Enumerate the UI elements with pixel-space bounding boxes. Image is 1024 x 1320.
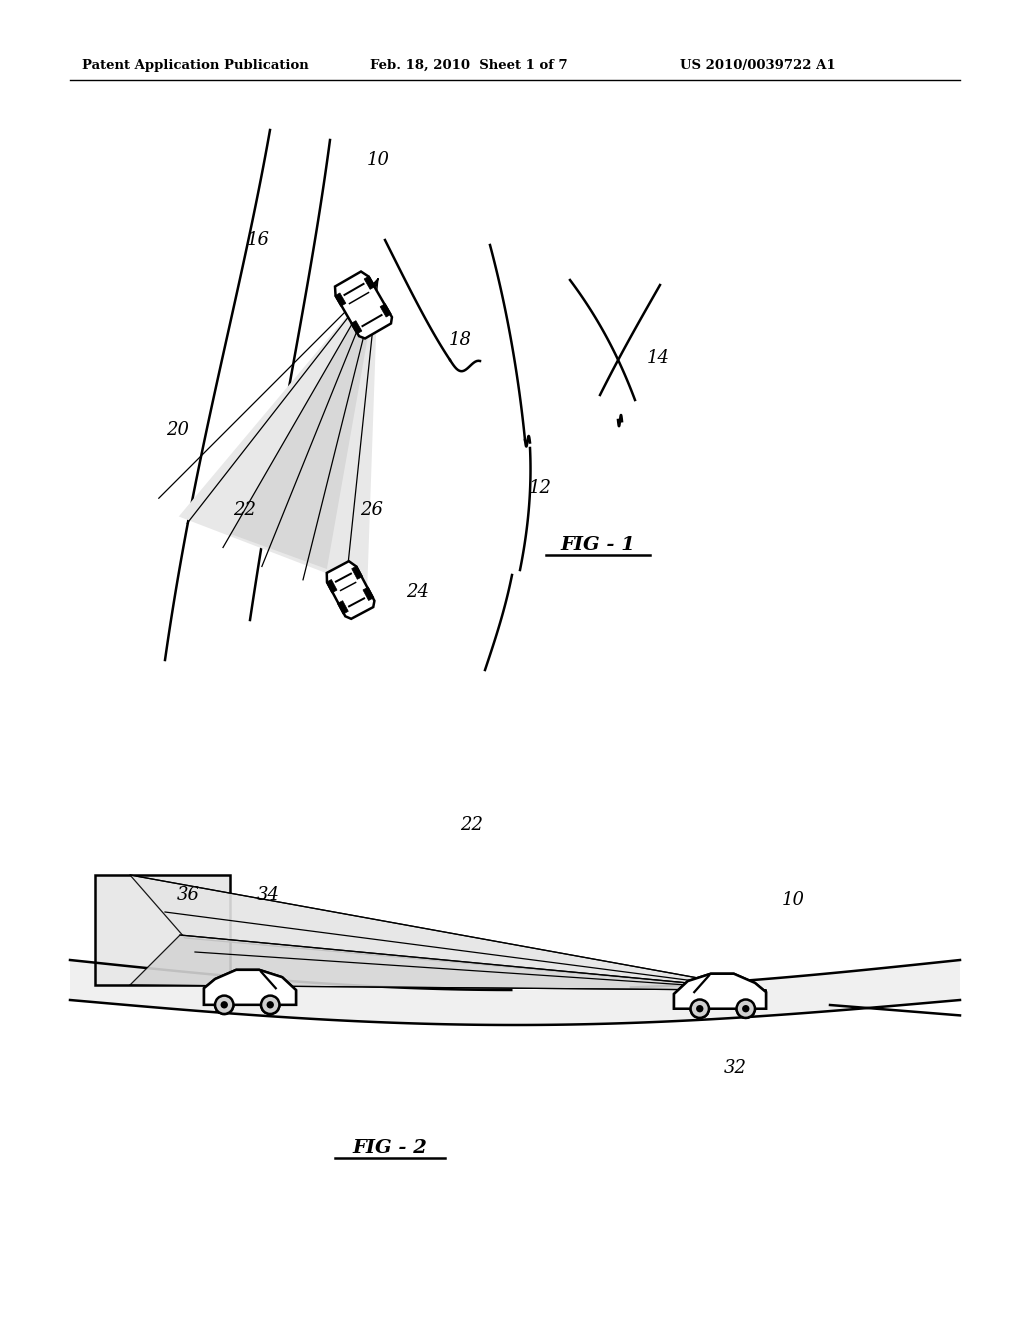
Text: 32: 32 [724,1059,746,1077]
Polygon shape [326,579,337,593]
Polygon shape [204,970,296,1005]
Text: 18: 18 [449,331,471,348]
Circle shape [736,999,755,1018]
Polygon shape [674,974,766,1008]
Circle shape [736,999,755,1018]
Text: FIG - 2: FIG - 2 [352,1139,427,1158]
Text: 26: 26 [360,502,384,519]
Circle shape [742,1005,750,1012]
Text: 22: 22 [233,502,256,519]
Circle shape [261,995,280,1014]
Text: 34: 34 [256,886,280,904]
Polygon shape [362,587,374,601]
Text: 10: 10 [781,891,805,909]
Circle shape [690,999,709,1018]
Text: 14: 14 [646,348,670,367]
Polygon shape [350,321,361,334]
Circle shape [266,1001,274,1008]
Polygon shape [365,276,376,289]
Circle shape [266,1001,274,1008]
Circle shape [261,995,280,1014]
Text: US 2010/0039722 A1: US 2010/0039722 A1 [680,58,836,71]
Text: 22: 22 [461,816,483,834]
Polygon shape [95,875,230,985]
Circle shape [215,995,233,1014]
Polygon shape [335,272,392,338]
Polygon shape [130,875,766,990]
Polygon shape [230,279,378,569]
Polygon shape [70,960,961,1026]
Polygon shape [327,561,375,619]
Text: Feb. 18, 2010  Sheet 1 of 7: Feb. 18, 2010 Sheet 1 of 7 [370,58,567,71]
Circle shape [696,1005,703,1012]
Polygon shape [337,601,348,614]
Circle shape [742,1005,750,1012]
Text: 12: 12 [528,479,552,498]
Circle shape [220,1001,228,1008]
Text: 16: 16 [247,231,269,249]
Text: 24: 24 [407,583,429,601]
Circle shape [690,999,709,1018]
Polygon shape [335,293,346,306]
Text: Patent Application Publication: Patent Application Publication [82,58,309,71]
Text: 36: 36 [176,886,200,904]
Polygon shape [179,279,378,589]
Text: 20: 20 [167,421,189,440]
Polygon shape [674,974,766,1008]
Circle shape [215,995,233,1014]
Circle shape [220,1001,228,1008]
Polygon shape [380,304,391,317]
Polygon shape [351,566,362,579]
Text: 10: 10 [367,150,389,169]
Text: FIG - 1: FIG - 1 [560,536,636,554]
Circle shape [696,1005,703,1012]
Polygon shape [204,970,296,1005]
Polygon shape [130,935,766,990]
